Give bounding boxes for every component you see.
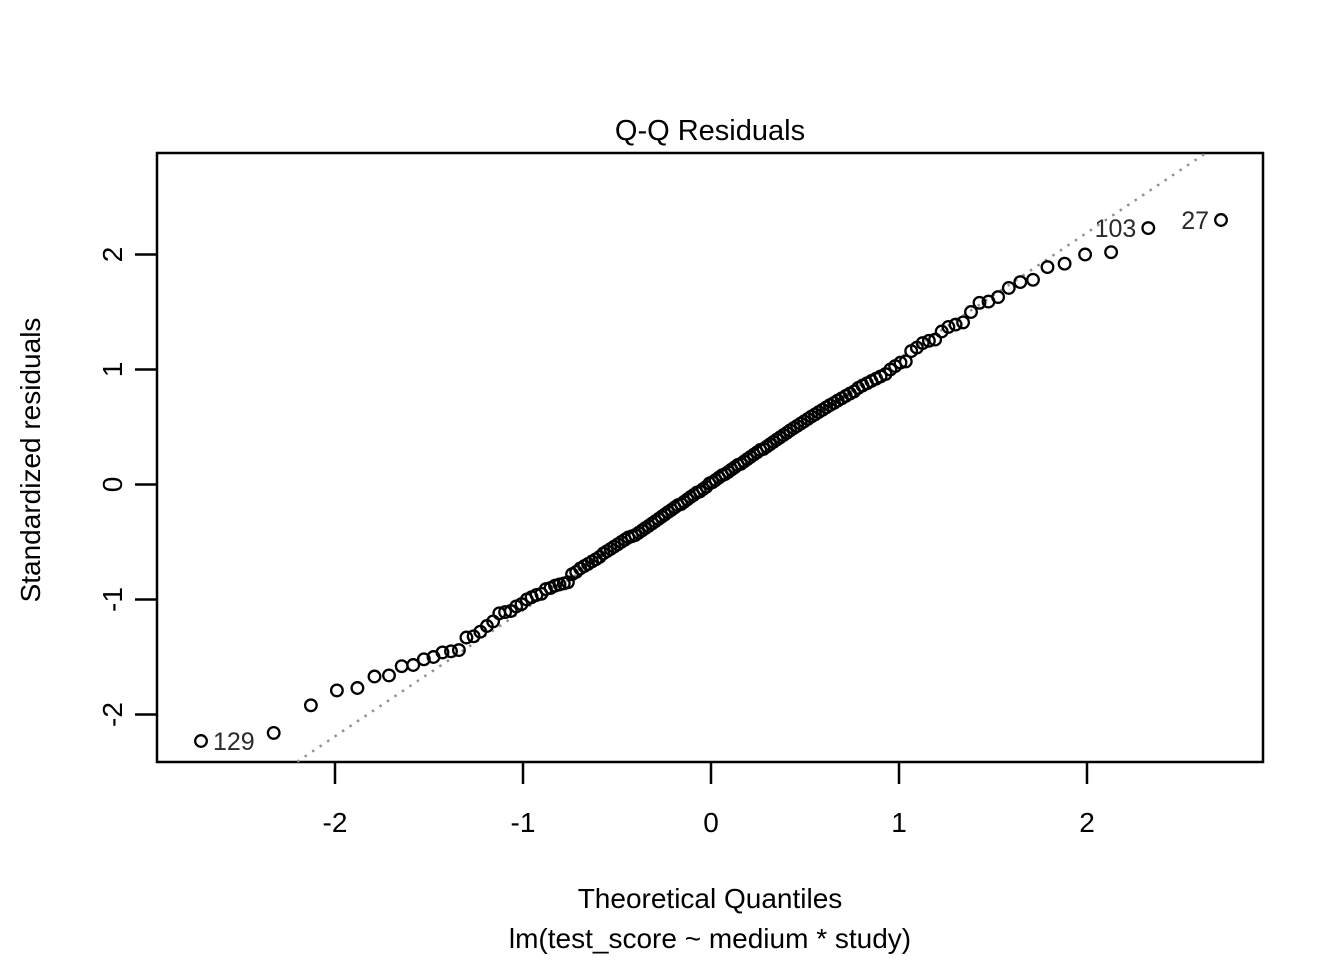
data-point	[1001, 280, 1016, 295]
x-tick-label: 0	[703, 807, 719, 838]
data-point	[459, 630, 474, 645]
data-point	[893, 355, 908, 370]
data-point	[303, 698, 318, 713]
data-point	[956, 315, 971, 330]
data-point	[266, 725, 281, 740]
data-point	[1040, 260, 1055, 275]
data-point	[941, 319, 956, 334]
data-point	[898, 354, 913, 369]
data-point	[416, 652, 431, 667]
data-point	[928, 332, 943, 347]
data-point	[194, 734, 208, 748]
y-tick-label: -2	[97, 702, 128, 727]
model-formula-label: lm(test_score ~ medium * study)	[509, 923, 911, 954]
y-tick-label: 0	[97, 477, 128, 493]
data-point	[350, 681, 365, 695]
data-point	[972, 295, 987, 310]
data-point	[382, 668, 396, 683]
data-point	[444, 644, 458, 659]
outlier-label: 129	[213, 728, 255, 756]
axes: -2 -1 0 1 2 -2 -1 0 1 2	[97, 151, 1265, 838]
data-point	[1078, 247, 1093, 262]
outlier-point-labels: 129 103 27	[213, 207, 1209, 756]
data-point	[367, 669, 382, 684]
data-point	[915, 336, 930, 351]
x-axis-label: Theoretical Quantiles	[578, 883, 843, 914]
data-point	[1057, 256, 1072, 271]
data-point	[1214, 213, 1228, 227]
qq-reference-line	[296, 152, 1207, 763]
data-points	[194, 213, 1228, 748]
y-tick-label: 2	[97, 247, 128, 263]
data-point	[921, 333, 936, 348]
qqline	[296, 152, 1207, 763]
outlier-label: 103	[1095, 215, 1137, 243]
data-point	[406, 658, 421, 672]
data-point	[451, 643, 466, 658]
data-point	[964, 305, 978, 319]
y-axis-label: Standardized residuals	[15, 318, 46, 603]
x-tick-label: -1	[511, 807, 536, 838]
data-point	[1104, 245, 1119, 260]
data-point	[991, 290, 1006, 305]
plot-box	[155, 151, 1265, 764]
chart-title: Q-Q Residuals	[615, 115, 805, 147]
data-point	[329, 683, 344, 698]
y-tick-label: 1	[97, 362, 128, 378]
data-point	[1026, 272, 1040, 287]
x-tick-label: -2	[323, 807, 348, 838]
outlier-label: 27	[1181, 207, 1209, 235]
x-tick-label: 2	[1079, 807, 1095, 838]
y-tick-label: -1	[97, 587, 128, 612]
data-point	[498, 605, 513, 620]
data-point	[948, 317, 963, 332]
data-point	[1013, 275, 1028, 290]
x-tick-label: 1	[891, 807, 907, 838]
data-point	[394, 659, 409, 674]
data-point	[1141, 221, 1156, 236]
data-point	[435, 645, 450, 660]
